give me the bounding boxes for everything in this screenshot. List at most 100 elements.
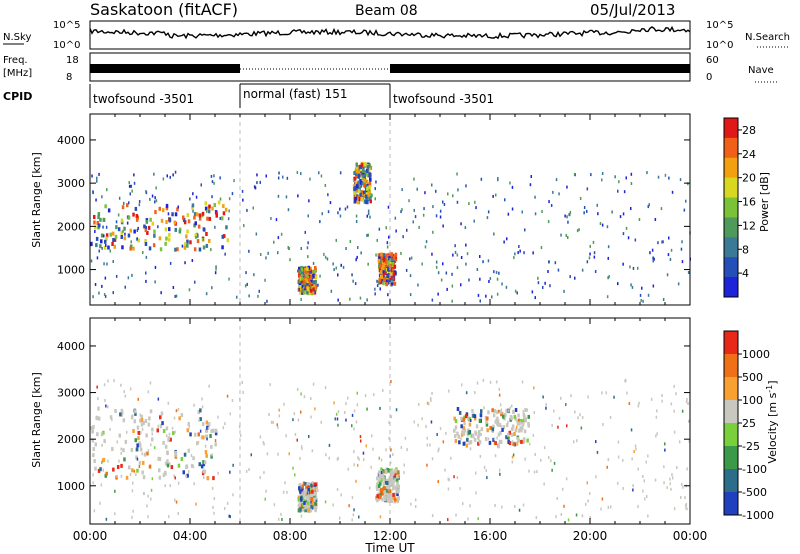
velocity-scatter-cell <box>301 447 303 451</box>
velocity-scatter-cell <box>645 460 647 464</box>
power-scatter-cell <box>576 229 579 233</box>
velocity-scatter-cell <box>454 419 458 424</box>
power-scatter-cell <box>356 195 360 200</box>
power-scatter-cell <box>200 183 202 187</box>
velocity-scatter-cell <box>232 493 234 497</box>
velocity-scatter-cell <box>93 509 96 513</box>
power-scatter-cell <box>359 167 363 172</box>
velocity-scatter-cell <box>273 503 276 507</box>
power-scatter-cell <box>154 280 156 284</box>
power-scatter-cell <box>211 286 213 290</box>
power-scatter-cell <box>443 203 446 206</box>
velocity-scatter-cell <box>458 440 461 445</box>
velocity-scatter-cell <box>426 401 429 405</box>
velocity-scatter-cell <box>288 452 290 456</box>
power-scatter-cell <box>377 253 381 258</box>
velocity-scatter-cell <box>387 468 391 473</box>
power-scatter-cell <box>498 271 500 275</box>
power-scatter-cell <box>414 215 417 219</box>
power-scatter-cell <box>154 210 157 215</box>
velocity-scatter-cell <box>381 473 385 478</box>
power-scatter-cell <box>136 237 138 241</box>
power-scatter-cell <box>181 244 184 248</box>
power-scatter-cell <box>98 223 101 228</box>
velocity-scatter-cell <box>656 432 658 436</box>
velocity-scatter-cell <box>533 470 536 474</box>
power-scatter-cell <box>138 203 141 207</box>
power-scatter-cell <box>422 213 425 217</box>
velocity-scatter-cell <box>512 409 515 414</box>
velocity-scatter-cell <box>462 502 464 506</box>
power-scatter-cell <box>391 271 394 276</box>
power-scatter-cell <box>379 263 382 267</box>
velocity-scatter-cell <box>607 458 610 462</box>
velocity-scatter-cell <box>392 453 394 456</box>
velocity-scatter-cell <box>315 482 318 487</box>
power-scatter-cell <box>368 185 372 190</box>
cpid-label: CPID <box>3 90 32 103</box>
velocity-scatter-cell <box>387 498 390 502</box>
velocity-scatter-cell <box>392 472 396 477</box>
power-scatter-cell <box>487 259 490 263</box>
velocity-scatter-cell <box>397 488 400 493</box>
velocity-scatter-cell <box>574 410 576 414</box>
velocity-scatter-cell <box>507 435 510 440</box>
velocity-scatter-cell <box>137 430 140 435</box>
velocity-scatter-cell <box>116 440 118 444</box>
velocity-scatter-cell <box>200 464 204 469</box>
velocity-scatter-cell <box>160 411 164 416</box>
velocity-scatter-cell <box>381 491 385 496</box>
velocity-scatter-cell <box>139 430 142 435</box>
velocity-scatter-cell <box>310 504 313 509</box>
velocity-colorbar-label: Velocity [m s-1] <box>765 380 780 463</box>
velocity-scatter-cell <box>383 490 387 495</box>
power-scatter-cell <box>104 276 107 280</box>
velocity-scatter-cell <box>551 423 553 427</box>
velocity-scatter-cell <box>587 395 589 399</box>
velocity-scatter-cell <box>372 447 374 451</box>
power-scatter-cell <box>421 262 423 266</box>
power-scatter-cell <box>581 268 584 272</box>
velocity-scatter-cell <box>498 423 502 427</box>
velocity-scatter-cell <box>129 473 132 477</box>
power-scatter-cell <box>193 215 196 220</box>
velocity-scatter-cell <box>305 484 308 489</box>
power-scatter-cell <box>339 207 341 211</box>
velocity-scatter-cell <box>609 415 612 419</box>
power-scatter-cell <box>174 227 177 232</box>
velocity-scatter-cell <box>165 434 168 438</box>
power-scatter-cell <box>109 249 111 253</box>
power-scatter-cell <box>297 269 299 273</box>
power-scatter-cell <box>126 215 129 219</box>
velocity-scatter-cell <box>378 495 382 500</box>
power-scatter-cell <box>206 209 208 213</box>
power-scatter-cell <box>573 173 576 176</box>
velocity-scatter-cell <box>300 392 302 396</box>
velocity-scatter-cell <box>112 467 115 472</box>
velocity-scatter-cell <box>292 418 294 422</box>
velocity-scatter-cell <box>491 408 494 413</box>
velocity-scatter-cell <box>250 453 252 457</box>
velocity-scatter-cell <box>448 478 450 482</box>
velocity-scatter-cell <box>156 428 159 433</box>
power-scatter-cell <box>320 174 323 178</box>
power-scatter-cell <box>306 275 309 280</box>
velocity-scatter-cell <box>459 487 461 491</box>
velocity-scatter-cell <box>265 489 267 493</box>
y-tick-label: 3000 <box>57 177 85 190</box>
velocity-scatter-cell <box>482 378 485 382</box>
velocity-scatter-cell <box>383 494 386 499</box>
power-scatter-cell <box>409 274 412 278</box>
velocity-scatter-cell <box>122 418 126 423</box>
power-scatter-cell <box>133 229 136 234</box>
power-scatter-cell <box>118 196 121 200</box>
power-scatter-cell <box>215 265 217 269</box>
power-scatter-cell <box>567 236 569 239</box>
power-scatter-cell <box>354 198 357 203</box>
velocity-scatter-cell <box>524 418 527 423</box>
velocity-scatter-cell <box>605 391 607 395</box>
velocity-scatter-cell <box>368 486 371 490</box>
velocity-scatter-cell <box>485 469 487 473</box>
velocity-scatter-cell <box>394 473 397 478</box>
power-scatter-cell <box>424 191 426 195</box>
